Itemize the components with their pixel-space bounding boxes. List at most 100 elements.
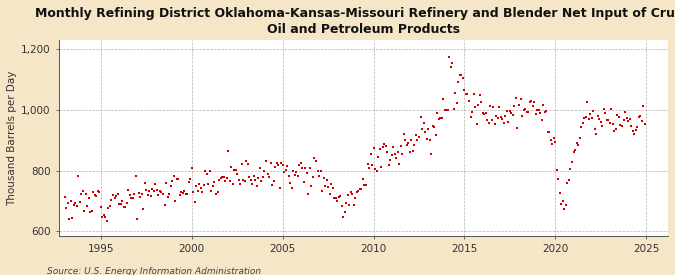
Point (105, 204, 115, 208)
Point (296, 161, 306, 166)
Point (191, 184, 202, 189)
Point (565, 166, 576, 171)
Point (403, 141, 414, 145)
Point (215, 176, 226, 181)
Point (225, 165, 236, 169)
Point (377, 144, 388, 149)
Point (414, 134, 425, 139)
Point (360, 182, 371, 187)
Point (254, 166, 265, 170)
Point (89, 192, 100, 197)
Point (633, 115, 644, 119)
Point (430, 133, 441, 137)
Point (235, 181, 246, 186)
Point (442, 108, 453, 112)
Point (159, 203, 170, 207)
Point (203, 182, 214, 186)
Point (344, 203, 355, 207)
Point (208, 184, 219, 188)
Point (142, 193, 153, 197)
Point (551, 167, 562, 172)
Point (188, 189, 198, 194)
Point (545, 138, 556, 142)
Point (300, 166, 310, 170)
Point (524, 100, 535, 104)
Point (129, 192, 140, 196)
Point (350, 196, 360, 200)
Point (277, 163, 288, 167)
Point (167, 179, 178, 183)
Point (205, 169, 215, 174)
Point (140, 181, 151, 186)
Point (258, 175, 269, 180)
Point (124, 193, 135, 198)
Point (626, 123, 637, 128)
Point (130, 174, 141, 179)
Point (279, 170, 290, 174)
Point (329, 196, 340, 200)
Point (134, 191, 144, 195)
Point (62, 201, 73, 205)
Point (550, 139, 561, 144)
Point (151, 188, 162, 192)
Point (169, 199, 180, 204)
Point (488, 105, 499, 109)
Point (150, 182, 161, 186)
Point (185, 177, 196, 181)
Point (115, 202, 126, 206)
Point (342, 192, 353, 197)
Point (336, 204, 347, 208)
Point (100, 215, 111, 220)
Point (559, 207, 570, 211)
Point (512, 126, 523, 131)
Point (495, 114, 506, 119)
Point (196, 186, 207, 190)
Point (327, 186, 338, 190)
Point (79, 209, 90, 213)
Point (212, 189, 223, 194)
Point (284, 174, 294, 178)
Point (271, 160, 282, 165)
Point (180, 192, 191, 196)
Point (318, 176, 329, 180)
Point (309, 156, 320, 161)
Point (147, 187, 158, 191)
Point (273, 163, 284, 168)
Point (518, 108, 529, 112)
Point (448, 107, 459, 111)
Point (477, 111, 488, 115)
Point (78, 189, 88, 193)
Point (168, 174, 179, 178)
Point (379, 142, 389, 146)
Point (595, 119, 606, 124)
Point (638, 104, 649, 108)
Point (572, 143, 583, 147)
Point (324, 191, 335, 196)
Point (244, 175, 254, 179)
Point (86, 209, 97, 213)
Point (398, 131, 409, 136)
Point (370, 167, 381, 172)
Point (236, 162, 247, 166)
Point (471, 122, 482, 126)
Point (61, 206, 72, 210)
Point (232, 172, 242, 177)
Point (67, 216, 78, 220)
Point (157, 191, 168, 196)
Point (94, 190, 105, 195)
Point (627, 129, 638, 133)
Point (479, 112, 489, 116)
Point (529, 100, 539, 104)
Point (198, 183, 209, 187)
Point (354, 187, 365, 192)
Point (531, 112, 541, 116)
Point (599, 106, 610, 111)
Point (454, 73, 465, 77)
Point (70, 201, 80, 205)
Point (472, 103, 483, 108)
Point (464, 98, 475, 103)
Point (620, 110, 630, 114)
Point (362, 162, 373, 166)
Point (112, 192, 123, 197)
Point (85, 210, 96, 214)
